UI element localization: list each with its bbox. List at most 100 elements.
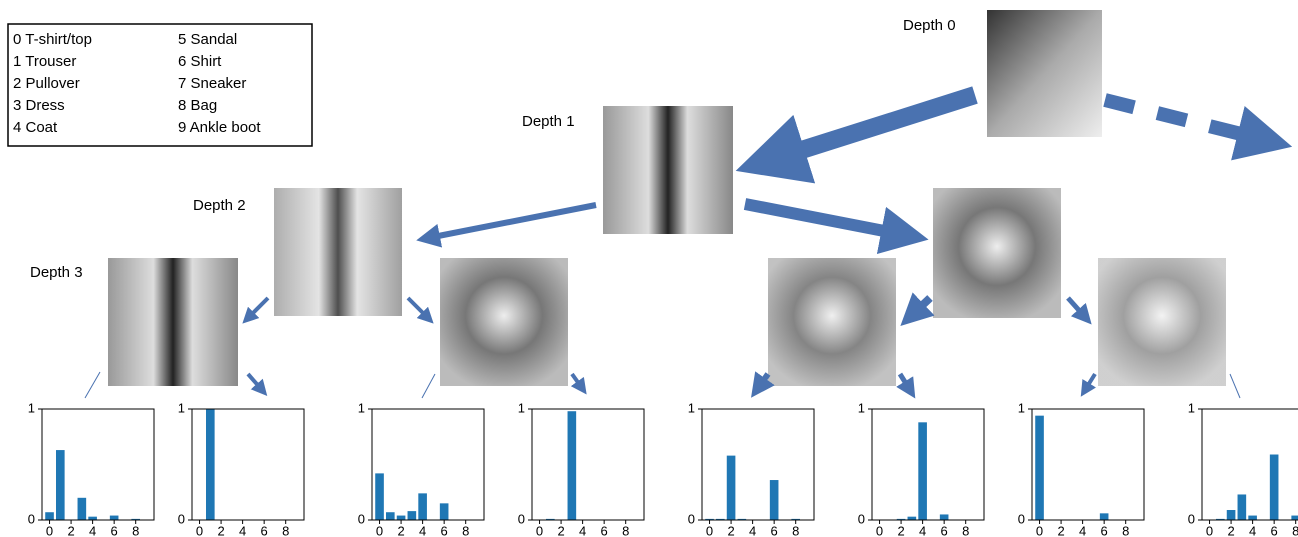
bar <box>386 512 395 520</box>
x-tick-label: 0 <box>536 523 543 537</box>
y-tick-label: 0 <box>688 511 695 526</box>
bar <box>78 498 87 520</box>
bar <box>1238 494 1247 520</box>
x-tick-label: 8 <box>282 523 289 537</box>
bar <box>45 512 54 520</box>
x-tick-label: 2 <box>1057 523 1064 537</box>
x-tick-label: 4 <box>89 523 96 537</box>
x-tick-label: 0 <box>1206 523 1213 537</box>
depth-label: Depth 2 <box>193 197 246 214</box>
bar <box>1035 416 1044 520</box>
x-tick-label: 2 <box>1227 523 1234 537</box>
x-tick-label: 8 <box>132 523 139 537</box>
x-tick-label: 4 <box>749 523 756 537</box>
x-tick-label: 4 <box>1079 523 1086 537</box>
y-tick-label: 1 <box>1018 400 1025 415</box>
y-tick-label: 1 <box>688 400 695 415</box>
bar <box>418 493 427 520</box>
legend-entry: 2 Pullover <box>13 75 80 92</box>
y-tick-label: 0 <box>358 511 365 526</box>
x-tick-label: 0 <box>46 523 53 537</box>
x-tick-label: 2 <box>217 523 224 537</box>
x-tick-label: 4 <box>419 523 426 537</box>
y-tick-label: 1 <box>858 400 865 415</box>
legend-entry: 7 Sneaker <box>178 75 246 92</box>
bar <box>1100 513 1109 520</box>
bar <box>56 450 65 520</box>
bar <box>1248 516 1257 520</box>
x-tick-label: 8 <box>1122 523 1129 537</box>
x-tick-label: 2 <box>727 523 734 537</box>
x-tick-label: 6 <box>1271 523 1278 537</box>
y-tick-label: 1 <box>518 400 525 415</box>
x-tick-label: 6 <box>941 523 948 537</box>
x-tick-label: 0 <box>196 523 203 537</box>
bar <box>727 456 736 520</box>
y-tick-label: 0 <box>1188 511 1195 526</box>
x-tick-label: 6 <box>441 523 448 537</box>
legend-entry: 4 Coat <box>13 119 58 136</box>
x-tick-label: 6 <box>111 523 118 537</box>
bar <box>206 409 215 520</box>
y-tick-label: 0 <box>28 511 35 526</box>
x-tick-label: 8 <box>462 523 469 537</box>
bar <box>1270 455 1279 520</box>
x-tick-label: 8 <box>1292 523 1298 537</box>
bar <box>568 411 577 520</box>
bar <box>408 511 417 520</box>
x-tick-label: 6 <box>261 523 268 537</box>
y-tick-label: 1 <box>28 400 35 415</box>
x-tick-label: 8 <box>622 523 629 537</box>
axes-frame <box>1032 409 1144 520</box>
x-tick-label: 2 <box>397 523 404 537</box>
bar <box>918 422 927 520</box>
y-tick-label: 0 <box>178 511 185 526</box>
bar <box>1291 516 1298 520</box>
y-tick-label: 1 <box>358 400 365 415</box>
depth-label: Depth 1 <box>522 113 575 130</box>
bar <box>397 516 406 520</box>
y-tick-label: 0 <box>858 511 865 526</box>
legend-entry: 5 Sandal <box>178 31 237 48</box>
bar <box>375 473 384 520</box>
x-tick-label: 2 <box>557 523 564 537</box>
legend-entry: 8 Bag <box>178 97 217 114</box>
y-tick-label: 0 <box>518 511 525 526</box>
y-tick-label: 1 <box>1188 400 1195 415</box>
x-tick-label: 2 <box>67 523 74 537</box>
axes-frame <box>372 409 484 520</box>
depth-label: Depth 3 <box>30 264 83 281</box>
bar <box>110 516 119 520</box>
y-tick-label: 1 <box>178 400 185 415</box>
x-tick-label: 4 <box>239 523 246 537</box>
figure: 0 T-shirt/top 1 Trouser 2 Pullover 3 Dress 4… <box>0 0 1298 537</box>
x-tick-label: 0 <box>706 523 713 537</box>
x-tick-label: 8 <box>962 523 969 537</box>
legend-entry: 1 Trouser <box>13 53 76 70</box>
axes-frame <box>872 409 984 520</box>
legend-entry: 9 Ankle boot <box>178 119 261 136</box>
x-tick-label: 0 <box>376 523 383 537</box>
x-tick-label: 4 <box>919 523 926 537</box>
depth-label: Depth 0 <box>903 17 956 34</box>
axes-frame <box>702 409 814 520</box>
x-tick-label: 0 <box>1036 523 1043 537</box>
bar <box>770 480 779 520</box>
bar <box>1227 510 1236 520</box>
legend-entry: 0 T-shirt/top <box>13 31 92 48</box>
x-tick-label: 4 <box>579 523 586 537</box>
x-tick-label: 8 <box>792 523 799 537</box>
axes-frame <box>1202 409 1298 520</box>
x-tick-label: 6 <box>771 523 778 537</box>
legend-entry: 6 Shirt <box>178 53 222 70</box>
x-tick-label: 2 <box>897 523 904 537</box>
bar <box>940 514 949 520</box>
x-tick-label: 0 <box>876 523 883 537</box>
x-tick-label: 6 <box>601 523 608 537</box>
bar <box>440 503 449 520</box>
legend-entry: 3 Dress <box>13 97 65 114</box>
axes-frame <box>532 409 644 520</box>
x-tick-label: 4 <box>1249 523 1256 537</box>
y-tick-label: 0 <box>1018 511 1025 526</box>
x-tick-label: 6 <box>1101 523 1108 537</box>
